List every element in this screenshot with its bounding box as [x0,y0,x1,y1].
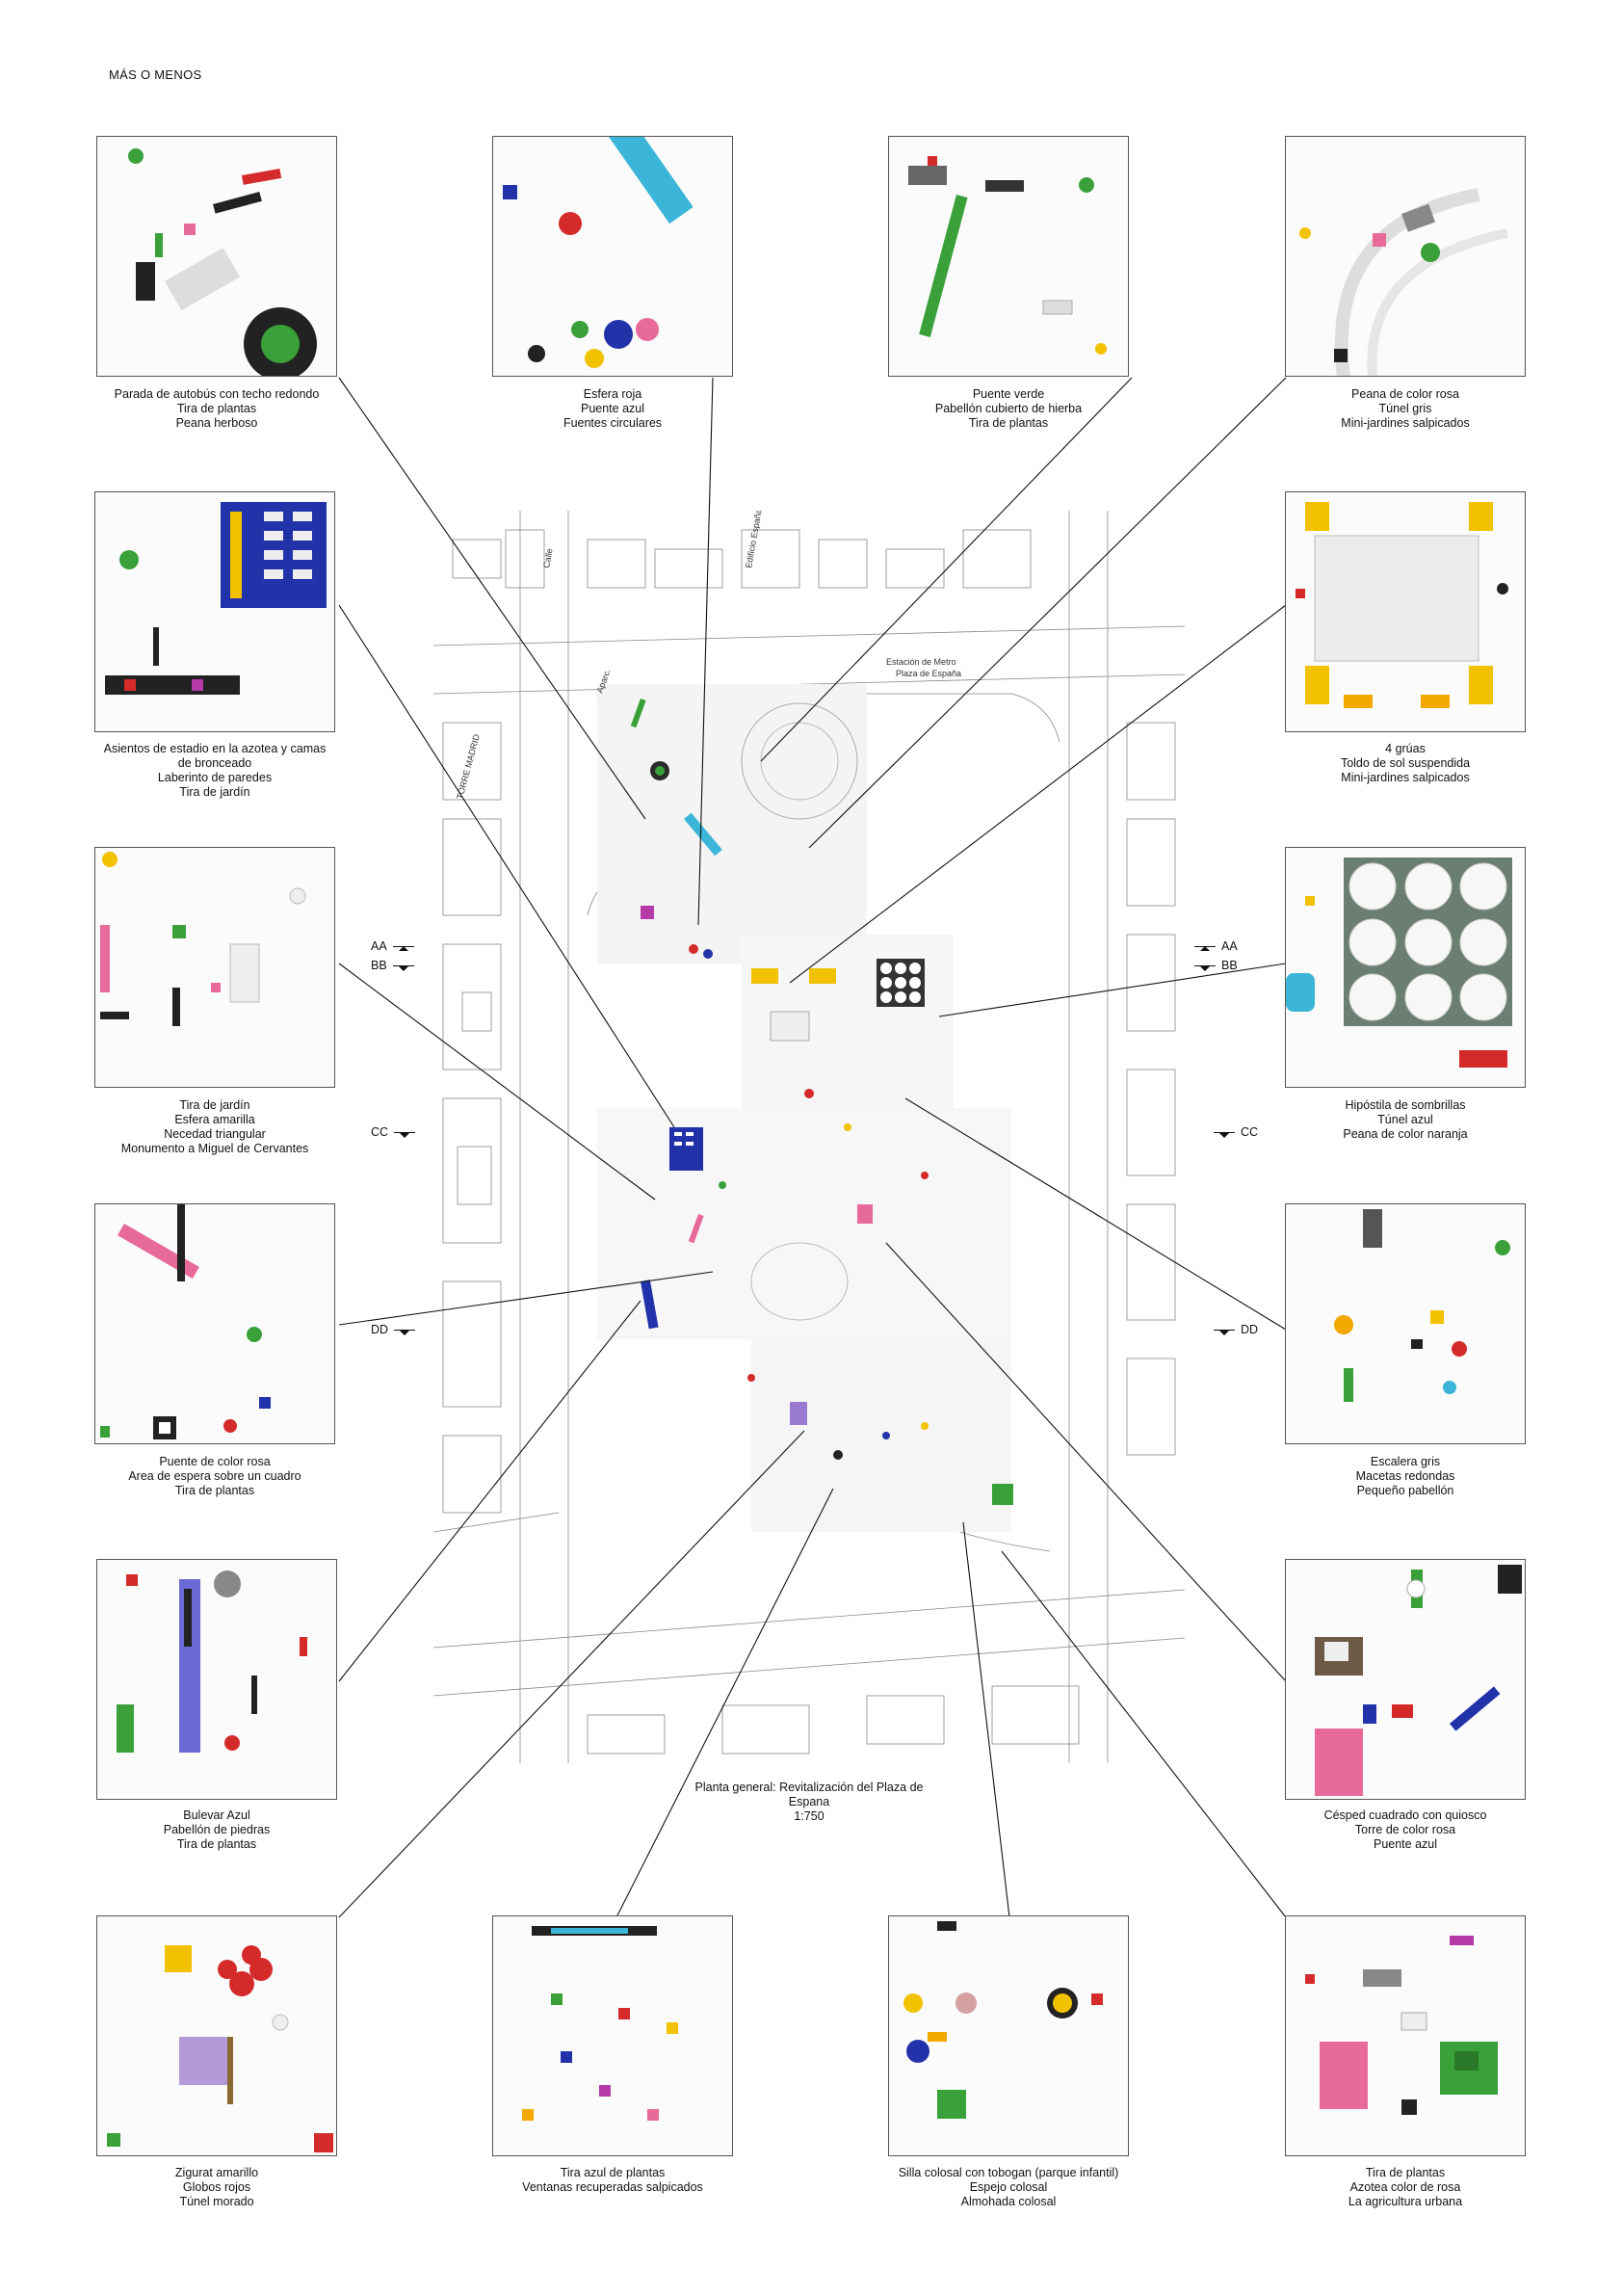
section-marker-aa-right: AA [1194,939,1238,953]
panel-garden-strip [94,847,335,1088]
panel-umbrella-hypostyle [1285,847,1526,1088]
model-photo [1315,1565,1522,1796]
model-photo [1299,188,1508,376]
caption-bus-stop: Parada de autobús con techo redondo Tira … [114,387,320,430]
panel-stadium-seats [94,491,335,732]
model-photo [107,1945,333,2152]
section-marker-bb: BB [371,959,414,972]
page-title: MÁS O MENOS [109,67,202,82]
section-marker-cc-right: CC [1214,1125,1258,1139]
caption-stadium-seats: Asientos de estadio en la azotea y camas… [103,742,327,799]
street-label: Plaza de España [896,669,961,678]
model-photo [1286,858,1512,1068]
section-marker-aa: AA [371,939,414,953]
caption-four-cranes: 4 grúas Toldo de sol suspendida Mini-jardi… [1340,742,1471,784]
model-photo [100,852,306,1026]
panel-red-sphere [492,136,733,377]
panel-green-bridge [888,136,1129,377]
section-marker-bb-right: BB [1194,959,1238,972]
street-label: TORRE MADRID [455,732,482,800]
caption-blue-plant-strip: Tira azul de plantas Ventanas recuperadas… [522,2166,703,2194]
panel-pink-plinth [1285,136,1526,377]
model-photo [1334,1209,1510,1402]
caption-pink-rooftop: Tira de plantas Azotea color de rosa La ag… [1348,2166,1463,2208]
panel-grey-stair [1285,1203,1526,1444]
model-photo [117,1570,307,1753]
street-label: Calle [541,547,554,568]
caption-pink-plinth: Peana de color rosa Túnel gris Mini-jardin… [1341,387,1470,430]
model-photo [100,1204,271,1439]
panel-pink-rooftop [1285,1915,1526,2156]
caption-blue-boulevard: Bulevar Azul Pabellón de piedras Tira de p… [163,1808,271,1851]
caption-umbrella-hypostyle: Hipóstila de sombrillas Túnel azul Peana d… [1343,1098,1468,1141]
model-photo [1305,1936,1498,2115]
caption-colossal-chair: Silla colosal con tobogan (parque infant… [898,2166,1119,2208]
caption-grey-stair: Escalera gris Macetas redondas Pequeño pab… [1355,1455,1455,1497]
section-marker-cc: CC [371,1125,416,1139]
model-photo [105,502,327,695]
section-marker-dd: DD [371,1323,416,1336]
model-photo [903,1921,1103,2119]
caption-yellow-ziggurat: Zigurat amarillo Globos rojos Túnel morado [174,2166,259,2208]
model-photo [128,148,317,376]
caption-red-sphere: Esfera roja Puente azul Fuentes circulares [563,387,663,430]
caption-pink-bridge: Puente de color rosa Area de espera sobre… [128,1455,301,1497]
model-photo [503,137,694,368]
caption-green-bridge: Puente verde Pabellón cubierto de hierba T… [934,387,1083,430]
street-label: Edificio España [744,511,764,568]
model-photo [522,1926,678,2121]
panel-four-cranes [1285,491,1526,732]
street-label: Estación de Metro [886,657,956,667]
panel-yellow-ziggurat [96,1915,337,2156]
panel-blue-plant-strip [492,1915,733,2156]
panel-colossal-chair [888,1915,1129,2156]
site-plan: Calle Edificio España Aparc. TORRE MADRI… [433,511,1185,1763]
panel-blue-boulevard [96,1559,337,1800]
panel-pink-bridge [94,1203,335,1444]
plan-caption: Planta general: Revitalización del Plaza… [694,1781,924,1823]
caption-garden-strip: Tira de jardín Esfera amarilla Necedad tri… [120,1098,309,1155]
model-photo [1296,502,1508,708]
caption-square-lawn: Césped cuadrado con quiosco Torre de colo… [1323,1808,1487,1851]
panel-bus-stop [96,136,337,377]
panel-square-lawn [1285,1559,1526,1800]
section-marker-dd-right: DD [1214,1323,1258,1336]
model-photo [908,156,1107,355]
